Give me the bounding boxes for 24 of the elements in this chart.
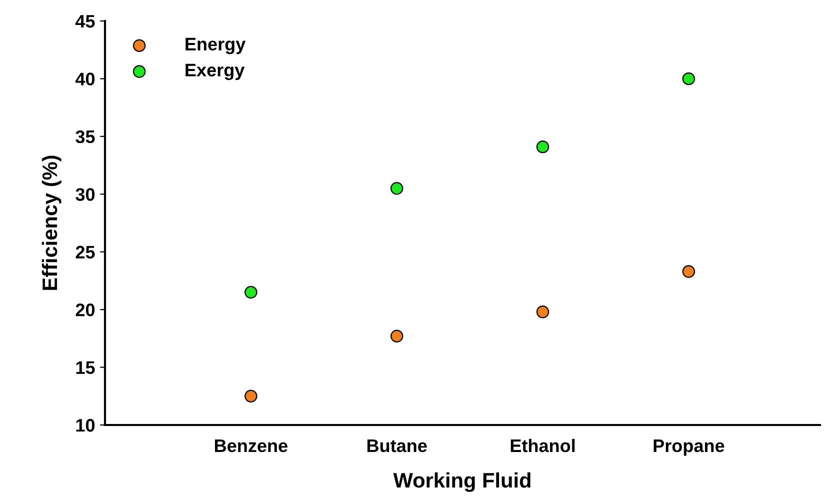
point	[244, 286, 258, 299]
y-tick-label: 20	[76, 304, 95, 316]
y-tick-label: 35	[76, 130, 95, 144]
x-axis-title: Working Fluid	[393, 472, 530, 492]
point	[536, 140, 550, 154]
legend-label: Exergy	[186, 64, 245, 80]
x-tick-label: Benzene	[215, 440, 288, 452]
y-tick-label: 10	[76, 418, 95, 432]
legend-label: Energy	[186, 38, 246, 54]
y-tick-label: 25	[76, 246, 95, 259]
point	[682, 72, 696, 86]
point	[244, 390, 258, 403]
x-tick-label: Butane	[367, 440, 427, 452]
point	[390, 330, 404, 342]
x-tick-label: Propane	[654, 440, 724, 456]
y-axis-title: Efficiency (%)	[42, 156, 62, 290]
y-tick-label: 15	[76, 361, 95, 374]
y-tick-label: 30	[76, 188, 95, 201]
point	[682, 265, 696, 278]
y-tick-label: 40	[75, 72, 95, 86]
point	[390, 182, 404, 195]
point	[536, 306, 550, 318]
x-tick-label: Ethanol	[510, 438, 575, 452]
y-tick-label: 45	[75, 15, 95, 28]
